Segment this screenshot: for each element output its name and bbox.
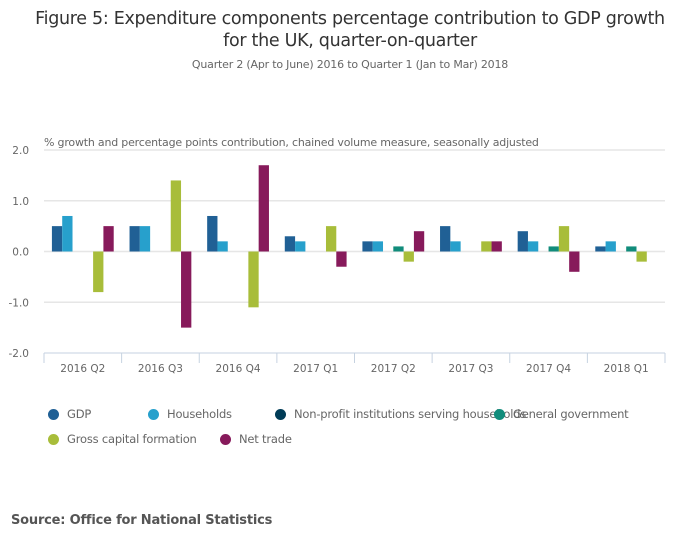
- bar-gross-capital-formation-2017-q1: [325, 226, 337, 252]
- legend-swatch-icon: [48, 433, 59, 445]
- legend-swatch-icon: [275, 408, 286, 420]
- bar-households-2017-q1: [295, 241, 306, 252]
- bar-households-2016-q2: [62, 215, 73, 252]
- x-tick-label: 2016 Q3: [138, 363, 183, 375]
- bar-gdp-2017-q2: [362, 241, 373, 252]
- legend-label: Non-profit institutions serving househol…: [294, 407, 527, 421]
- bar-gross-capital-formation-2018-q1: [636, 251, 647, 262]
- bar-chart: 2.01.00.0-1.0-2.0 2016 Q2 2016 Q3 2016 Q4 2…: [9, 145, 666, 375]
- y-tick-label: 1.0: [12, 196, 29, 208]
- y-tick-label: 0.0: [12, 247, 29, 259]
- legend-item: GDP: [48, 407, 91, 421]
- bars: [51, 165, 647, 328]
- legend-item: Gross capital formation: [48, 432, 197, 446]
- x-axis: 2016 Q2 2016 Q3 2016 Q4 2017 Q1 2017 Q2 2017 …: [43, 352, 666, 375]
- bar-gdp-2018-q1: [595, 246, 606, 252]
- x-tick-label: 2016 Q2: [60, 363, 105, 375]
- bar-households-2017-q3: [450, 241, 461, 252]
- bar-general-government-2017-q2: [393, 246, 404, 252]
- bar-gdp-2016-q3: [129, 226, 140, 252]
- chart-title-line-2: for the UK, quarter-on-quarter: [223, 31, 477, 51]
- bar-net-trade-2017-q1: [336, 251, 347, 267]
- bar-gdp-2016-q2: [51, 226, 63, 252]
- x-tick-label: 2016 Q4: [216, 363, 261, 375]
- bar-gross-capital-formation-2016-q3: [170, 180, 182, 252]
- bar-gdp-2017-q1: [284, 236, 296, 252]
- bar-net-trade-2017-q2: [413, 231, 425, 252]
- chart-title-line-1: Figure 5: Expenditure components percent…: [35, 9, 665, 29]
- legend-item: Net trade: [220, 432, 292, 446]
- chart-subtitle: Quarter 2 (Apr to June) 2016 to Quarter …: [191, 58, 509, 71]
- bar-general-government-2018-q1: [626, 246, 637, 252]
- legend-item: General government: [494, 407, 629, 421]
- legend-label: Net trade: [239, 432, 292, 446]
- legend-label: Households: [167, 407, 232, 421]
- y-axis-label: % growth and percentage points contribut…: [44, 136, 539, 149]
- bar-gdp-2016-q4: [207, 215, 218, 252]
- y-tick-label: 2.0: [12, 145, 29, 157]
- bar-gross-capital-formation-2017-q4: [558, 226, 570, 252]
- bar-gdp-2017-q4: [517, 231, 528, 252]
- bar-households-2016-q4: [217, 241, 228, 252]
- bar-net-trade-2016-q3: [181, 251, 192, 328]
- x-tick-label: 2018 Q1: [604, 363, 649, 375]
- legend-item: Households: [148, 407, 232, 421]
- bar-net-trade-2017-q3: [491, 241, 502, 252]
- legend-swatch-icon: [48, 408, 59, 420]
- legend-swatch-icon: [494, 408, 505, 420]
- legend-item: Non-profit institutions serving househol…: [275, 407, 526, 421]
- bar-households-2016-q3: [139, 226, 151, 252]
- source-note: Source: Office for National Statistics: [11, 513, 273, 528]
- x-tick-label: 2017 Q4: [526, 363, 571, 375]
- bar-gross-capital-formation-2017-q3: [481, 241, 492, 252]
- y-axis-ticks: 2.0 1.0 0.0 -1.0 -2.0: [9, 145, 30, 360]
- y-tick-label: -1.0: [9, 297, 30, 309]
- bar-households-2017-q2: [372, 241, 384, 252]
- bar-gross-capital-formation-2017-q2: [403, 251, 414, 262]
- legend-swatch-icon: [148, 408, 159, 420]
- legend-label: Gross capital formation: [67, 432, 197, 446]
- bar-net-trade-2016-q4: [258, 165, 269, 252]
- bar-gross-capital-formation-2016-q4: [248, 251, 259, 308]
- bar-gross-capital-formation-2016-q2: [93, 251, 104, 293]
- bar-net-trade-2017-q4: [569, 251, 580, 272]
- y-tick-label: -2.0: [9, 348, 30, 360]
- chart-title: Figure 5: Expenditure components percent…: [0, 8, 700, 52]
- legend-label: General government: [513, 407, 629, 421]
- x-tick-label: 2017 Q2: [371, 363, 416, 375]
- bar-general-government-2017-q4: [548, 246, 559, 252]
- bar-households-2018-q1: [605, 241, 616, 252]
- legend-label: GDP: [67, 407, 92, 421]
- x-tick-label: 2017 Q3: [448, 363, 493, 375]
- legend-swatch-icon: [220, 433, 231, 445]
- bar-gdp-2017-q3: [440, 226, 451, 252]
- bar-net-trade-2016-q2: [103, 226, 114, 252]
- x-tick-label: 2017 Q1: [293, 363, 338, 375]
- bar-households-2017-q4: [527, 241, 539, 252]
